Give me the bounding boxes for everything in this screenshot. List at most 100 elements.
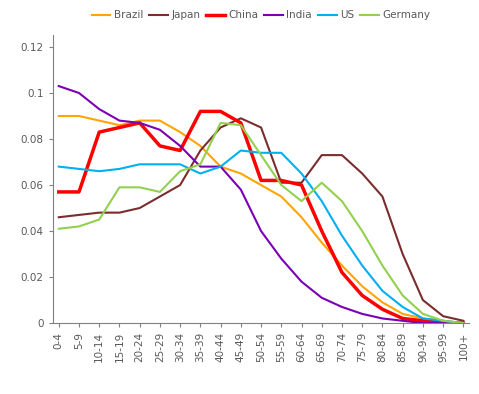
India — [460, 321, 466, 325]
India — [440, 321, 446, 325]
India — [278, 256, 284, 261]
Germany — [460, 321, 466, 325]
Germany — [197, 162, 203, 167]
Japan — [359, 171, 365, 176]
US — [96, 169, 102, 174]
Japan — [238, 116, 244, 121]
Brazil — [359, 284, 365, 289]
Japan — [56, 215, 62, 219]
Germany — [278, 183, 284, 188]
Brazil — [76, 113, 82, 118]
Brazil — [258, 183, 264, 188]
Brazil — [116, 123, 122, 128]
Japan — [197, 148, 203, 153]
US — [440, 318, 446, 323]
Japan — [379, 194, 385, 199]
India — [238, 187, 244, 192]
Brazil — [137, 118, 143, 123]
Germany — [298, 199, 304, 203]
Germany — [258, 153, 264, 158]
Germany — [218, 121, 224, 125]
China — [400, 316, 406, 321]
US — [76, 167, 82, 171]
Germany — [56, 227, 62, 231]
China — [278, 178, 284, 183]
Brazil — [278, 194, 284, 199]
India — [298, 279, 304, 284]
US — [420, 316, 426, 321]
US — [400, 305, 406, 309]
China — [238, 121, 244, 125]
US — [359, 263, 365, 268]
Brazil — [460, 321, 466, 325]
Germany — [137, 185, 143, 190]
Line: China: China — [59, 112, 463, 323]
China — [319, 229, 325, 233]
Brazil — [379, 300, 385, 305]
China — [359, 293, 365, 298]
China — [137, 121, 143, 125]
US — [298, 171, 304, 176]
Legend: Brazil, Japan, China, India, US, Germany: Brazil, Japan, China, India, US, Germany — [88, 6, 434, 24]
India — [76, 91, 82, 95]
Line: Japan: Japan — [59, 118, 463, 321]
Germany — [157, 190, 163, 194]
Germany — [420, 312, 426, 316]
Line: India: India — [59, 86, 463, 323]
Germany — [116, 185, 122, 190]
China — [96, 130, 102, 134]
Brazil — [238, 171, 244, 176]
Brazil — [400, 312, 406, 316]
US — [137, 162, 143, 167]
Germany — [359, 229, 365, 233]
Japan — [420, 298, 426, 303]
China — [56, 190, 62, 194]
China — [440, 321, 446, 325]
China — [339, 270, 345, 275]
US — [157, 162, 163, 167]
China — [218, 109, 224, 114]
Germany — [177, 169, 183, 174]
Germany — [96, 217, 102, 222]
Germany — [319, 180, 325, 185]
Japan — [258, 125, 264, 130]
Germany — [238, 123, 244, 128]
China — [177, 148, 183, 153]
Brazil — [177, 130, 183, 134]
Japan — [116, 210, 122, 215]
US — [319, 199, 325, 203]
US — [460, 321, 466, 325]
Japan — [460, 318, 466, 323]
Brazil — [420, 316, 426, 321]
Brazil — [157, 118, 163, 123]
US — [197, 171, 203, 176]
Line: Germany: Germany — [59, 123, 463, 323]
India — [339, 305, 345, 309]
India — [420, 321, 426, 325]
China — [258, 178, 264, 183]
India — [319, 296, 325, 300]
Japan — [400, 252, 406, 256]
Japan — [298, 180, 304, 185]
China — [116, 125, 122, 130]
India — [379, 316, 385, 321]
Brazil — [319, 240, 325, 245]
US — [116, 167, 122, 171]
Japan — [76, 213, 82, 217]
Japan — [339, 153, 345, 158]
Brazil — [218, 164, 224, 169]
India — [177, 143, 183, 148]
Brazil — [56, 113, 62, 118]
Germany — [400, 293, 406, 298]
Brazil — [298, 215, 304, 219]
Germany — [76, 224, 82, 229]
Japan — [177, 183, 183, 188]
China — [76, 190, 82, 194]
US — [177, 162, 183, 167]
India — [157, 127, 163, 132]
Japan — [440, 314, 446, 318]
China — [197, 109, 203, 114]
India — [96, 107, 102, 112]
Japan — [96, 210, 102, 215]
India — [137, 121, 143, 125]
